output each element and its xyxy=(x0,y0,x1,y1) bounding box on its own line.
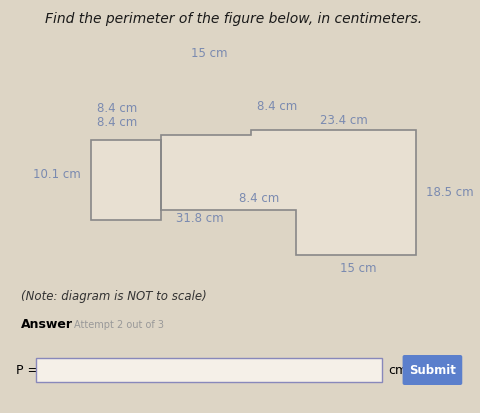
Text: Answer: Answer xyxy=(22,318,73,332)
Text: 8.4 cm: 8.4 cm xyxy=(96,102,137,114)
Text: 8.4 cm: 8.4 cm xyxy=(257,100,297,114)
FancyBboxPatch shape xyxy=(402,355,461,385)
Text: 23.4 cm: 23.4 cm xyxy=(319,114,367,126)
Text: (Note: diagram is NOT to scale): (Note: diagram is NOT to scale) xyxy=(22,290,207,303)
Text: 10.1 cm: 10.1 cm xyxy=(33,169,81,181)
Text: P =: P = xyxy=(16,363,38,377)
Polygon shape xyxy=(91,130,415,255)
Text: cm: cm xyxy=(387,363,407,377)
FancyBboxPatch shape xyxy=(36,358,382,382)
Text: 15 cm: 15 cm xyxy=(191,47,227,60)
Text: Attempt 2 out of 3: Attempt 2 out of 3 xyxy=(74,320,164,330)
Text: 18.5 cm: 18.5 cm xyxy=(425,187,472,199)
Text: 31.8 cm: 31.8 cm xyxy=(175,212,223,225)
Text: 15 cm: 15 cm xyxy=(339,262,376,275)
Text: 8.4 cm: 8.4 cm xyxy=(96,116,137,130)
Text: 8.4 cm: 8.4 cm xyxy=(239,192,279,204)
Text: Find the perimeter of the figure below, in centimeters.: Find the perimeter of the figure below, … xyxy=(45,12,421,26)
Text: Submit: Submit xyxy=(408,363,455,377)
